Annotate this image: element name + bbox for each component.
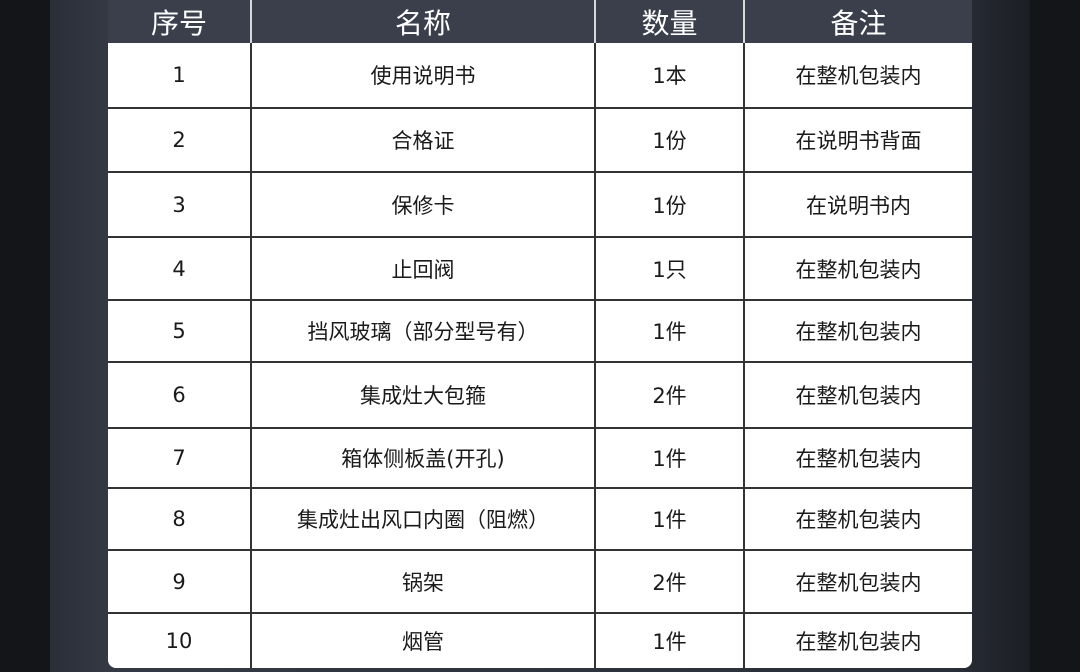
cell-name: 保修卡 (250, 171, 595, 237)
cell-name: 箱体侧板盖(开孔) (250, 427, 595, 488)
cell-remark: 在整机包装内 (743, 236, 972, 300)
cell-name: 集成灶大包箍 (250, 361, 595, 428)
table-row: 3 保修卡 1份 在说明书内 (108, 171, 972, 237)
table-header-row: 序号 名称 数量 备注 (108, 0, 972, 43)
cell-name: 烟管 (250, 612, 595, 668)
cell-remark: 在整机包装内 (743, 427, 972, 488)
cell-quantity: 1件 (594, 299, 744, 362)
header-remark: 备注 (743, 0, 972, 43)
header-index: 序号 (108, 0, 251, 43)
cell-quantity: 1件 (594, 487, 744, 550)
cell-index: 10 (108, 612, 251, 668)
cell-index: 4 (108, 236, 251, 300)
cell-quantity: 2件 (594, 549, 744, 613)
cell-quantity: 1份 (594, 107, 744, 172)
table-row: 4 止回阀 1只 在整机包装内 (108, 236, 972, 300)
cell-index: 1 (172, 63, 186, 87)
cell-quantity: 1本 (594, 43, 744, 108)
cell-remark: 在整机包装内 (743, 43, 972, 108)
header-quantity: 数量 (594, 0, 744, 43)
cell-remark: 在说明书内 (743, 171, 972, 237)
cell-remark: 在整机包装内 (743, 612, 972, 668)
table-row: 10 烟管 1件 在整机包装内 (108, 612, 972, 668)
cell-name: 止回阀 (250, 236, 595, 300)
table-row: 8 集成灶出风口内圈（阻燃） 1件 在整机包装内 (108, 487, 972, 550)
table-row: 6 集成灶大包箍 2件 在整机包装内 (108, 361, 972, 428)
cell-name: 合格证 (250, 107, 595, 172)
cell-name: 挡风玻璃（部分型号有） (250, 299, 595, 362)
cell-quantity: 2件 (594, 361, 744, 428)
cell-remark: 在整机包装内 (743, 487, 972, 550)
table-row: 5 挡风玻璃（部分型号有） 1件 在整机包装内 (108, 299, 972, 362)
table-row: 7 箱体侧板盖(开孔) 1件 在整机包装内 (108, 427, 972, 488)
cell-remark: 在整机包装内 (743, 299, 972, 362)
cell-remark: 在整机包装内 (743, 361, 972, 428)
cell-index: 6 (108, 361, 251, 428)
cell-index: 9 (108, 549, 251, 613)
table-row: 9 锅架 2件 在整机包装内 (108, 549, 972, 613)
cell-index: 8 (108, 487, 251, 550)
cell-remark: 在整机包装内 (743, 549, 972, 613)
cell-quantity: 1只 (594, 236, 744, 300)
accessory-list-table: 序号 名称 数量 备注 1 使用说明书 1本 在整机包装内 2 合格证 1份 在说明书背面 3 保… (108, 0, 972, 668)
cell-index: 2 (108, 107, 251, 172)
cell-name: 使用说明书 (250, 43, 595, 108)
cell-quantity: 1份 (594, 171, 744, 237)
table-row: 2 合格证 1份 在说明书背面 (108, 107, 972, 172)
cell-quantity: 1件 (594, 427, 744, 488)
cell-name: 锅架 (250, 549, 595, 613)
header-name: 名称 (250, 0, 595, 43)
cell-remark: 在说明书背面 (743, 107, 972, 172)
cell-quantity: 1件 (594, 612, 744, 668)
cell-name: 集成灶出风口内圈（阻燃） (250, 487, 595, 550)
cell-index: 7 (108, 427, 251, 488)
cell-index: 3 (108, 171, 251, 237)
cell-index: 5 (108, 299, 251, 362)
table-row: 1 使用说明书 1本 在整机包装内 (108, 43, 972, 108)
